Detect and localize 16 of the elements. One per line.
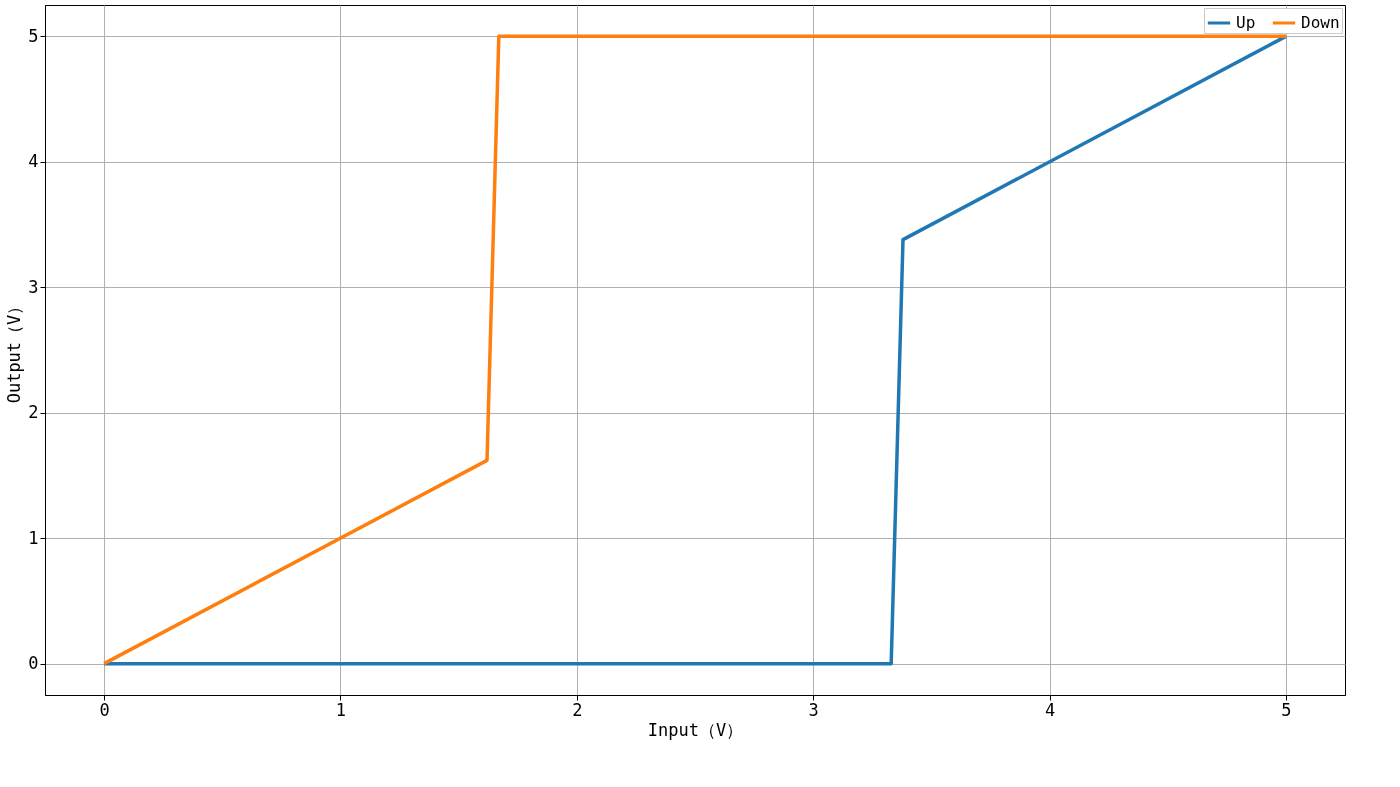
x-tick-label: 0: [99, 699, 110, 720]
x-tick-label: 2: [572, 699, 583, 720]
x-tick-label: 5: [1281, 699, 1292, 720]
y-tick-label: 4: [28, 151, 39, 172]
x-axis-title: Input（V）: [647, 719, 744, 740]
y-tick-label: 2: [28, 402, 39, 423]
legend-label: Down: [1301, 13, 1340, 32]
x-tick-label: 3: [808, 699, 819, 720]
y-tick-label: 3: [28, 276, 39, 297]
x-tick-label: 1: [335, 699, 347, 720]
y-tick-label: 1: [28, 527, 39, 548]
y-tick-label: 0: [28, 653, 39, 674]
legend-label: Up: [1236, 13, 1256, 32]
x-tick-label: 4: [1044, 699, 1056, 720]
y-axis-title: Output（V）: [4, 297, 25, 404]
y-tick-label: 5: [28, 25, 39, 46]
